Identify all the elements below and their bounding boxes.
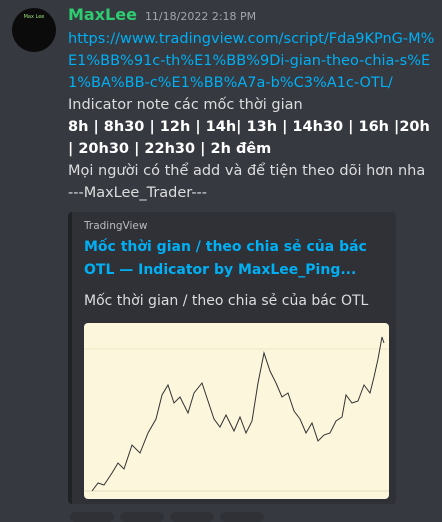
author[interactable]: MaxLee xyxy=(68,5,137,24)
embed-description: Mốc thời gian / theo chia sẻ của bác OTL xyxy=(84,293,369,309)
message-body: MaxLee 11/18/2022 2:18 PM https://www.tra… xyxy=(68,4,438,204)
reaction[interactable] xyxy=(70,512,114,522)
embed-image[interactable] xyxy=(84,323,389,499)
embed: TradingView Mốc thời gian / theo chia sẻ… xyxy=(68,212,396,504)
text: Indicator note các mốc thời gian xyxy=(68,97,303,113)
reaction[interactable] xyxy=(120,512,164,522)
reaction[interactable] xyxy=(170,512,214,522)
reaction[interactable] xyxy=(220,512,264,522)
timestamp: 11/18/2022 2:18 PM xyxy=(144,10,257,23)
avatar-label: Max Lee xyxy=(23,14,45,20)
embed-provider: TradingView xyxy=(84,220,148,232)
text-bold: 8h | 8h30 | 12h | 14h| 13h | 14h30 | 16h… xyxy=(68,119,430,157)
link[interactable]: https://www.tradingview.com/script/Fda9K… xyxy=(68,31,435,91)
avatar[interactable]: Max Lee xyxy=(12,8,56,52)
text: ---MaxLee_Trader--- xyxy=(68,185,208,201)
embed-title[interactable]: Mốc thời gian / theo chia sẻ của bác OTL… xyxy=(84,239,367,278)
text: Mọi người có thể add và để tiện theo dõi… xyxy=(68,163,426,179)
